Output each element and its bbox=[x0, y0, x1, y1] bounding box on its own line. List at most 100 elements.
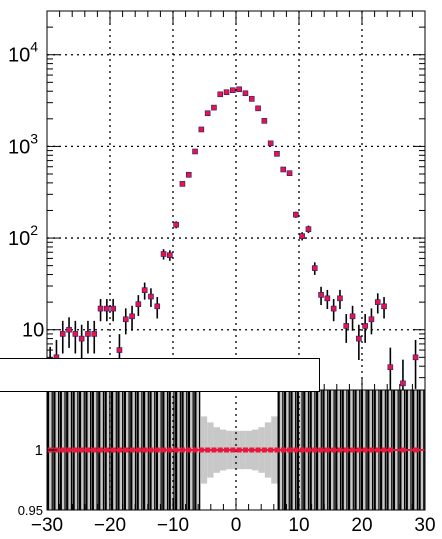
ratio-point bbox=[242, 447, 248, 453]
y-tick-label: 104 bbox=[8, 39, 38, 67]
data-point bbox=[91, 331, 98, 337]
ratio-points bbox=[47, 447, 425, 453]
data-point bbox=[381, 303, 387, 310]
data-point bbox=[59, 331, 66, 337]
data-point bbox=[236, 86, 242, 93]
data-point bbox=[362, 323, 368, 329]
ratio-point bbox=[337, 447, 343, 453]
data-point bbox=[66, 326, 72, 333]
main-frame bbox=[46, 10, 426, 391]
data-point bbox=[330, 305, 337, 312]
main-y-ticks bbox=[47, 10, 425, 379]
ratio-point bbox=[368, 447, 374, 453]
data-point bbox=[349, 313, 356, 320]
data-point bbox=[204, 110, 211, 117]
ratio-point bbox=[66, 447, 72, 453]
ratio-point bbox=[116, 447, 122, 453]
data-point bbox=[248, 96, 255, 102]
data-point bbox=[412, 354, 419, 361]
ratio-point bbox=[72, 447, 78, 453]
ratio-point bbox=[305, 447, 311, 453]
data-point bbox=[104, 305, 110, 312]
data-point bbox=[255, 105, 261, 112]
ratio-point bbox=[148, 447, 154, 453]
ratio-point bbox=[274, 447, 280, 453]
ratio-point bbox=[167, 447, 173, 453]
x-tick-labels: −30 −20 −10 0 10 20 30 bbox=[31, 515, 436, 536]
data-point bbox=[173, 221, 179, 228]
data-point bbox=[198, 126, 205, 133]
data-point bbox=[223, 89, 230, 96]
ratio-point bbox=[129, 447, 135, 453]
ratio-point bbox=[192, 447, 198, 453]
legend-box bbox=[0, 358, 320, 392]
ratio-point bbox=[293, 447, 299, 453]
x-tick-label: 30 bbox=[414, 515, 435, 536]
data-point bbox=[368, 316, 375, 323]
ratio-point bbox=[205, 447, 211, 453]
data-point bbox=[148, 293, 154, 300]
main-plot-panel: 10 102 103 104 bbox=[8, 10, 426, 391]
ratio-point bbox=[236, 447, 242, 453]
data-point bbox=[286, 170, 293, 177]
ratio-point bbox=[230, 447, 236, 453]
ratio-point bbox=[104, 447, 110, 453]
data-point bbox=[160, 251, 167, 257]
data-point bbox=[299, 233, 305, 239]
data-point bbox=[116, 347, 123, 353]
x-tick-label: −20 bbox=[94, 515, 126, 536]
ratio-point bbox=[299, 447, 305, 453]
data-point bbox=[343, 323, 350, 329]
data-point bbox=[400, 380, 406, 387]
data-point bbox=[267, 140, 274, 147]
data-point bbox=[242, 90, 249, 97]
y-tick-label: 10 bbox=[22, 320, 44, 342]
ratio-point bbox=[217, 447, 223, 453]
main-y-tick-labels: 10 102 103 104 bbox=[8, 39, 44, 342]
ratio-plot-panel: 0.95 1 −30 −20 −10 0 10 20 30 bbox=[18, 389, 436, 536]
ratio-y-tick-label: 0.95 bbox=[18, 503, 43, 518]
data-point bbox=[97, 305, 104, 312]
ratio-point bbox=[142, 447, 148, 453]
ratio-point bbox=[60, 447, 66, 453]
ratio-point bbox=[91, 447, 97, 453]
ratio-point bbox=[413, 447, 419, 453]
ratio-point bbox=[255, 447, 261, 453]
data-point bbox=[135, 301, 142, 307]
data-point bbox=[167, 252, 173, 259]
ratio-point bbox=[268, 447, 274, 453]
ratio-point bbox=[362, 447, 368, 453]
data-point bbox=[318, 292, 324, 298]
main-grid bbox=[47, 11, 425, 390]
data-point bbox=[85, 331, 91, 337]
data-point bbox=[387, 364, 394, 371]
data-point bbox=[179, 181, 186, 187]
data-point bbox=[280, 166, 287, 173]
ratio-point bbox=[381, 447, 387, 453]
ratio-point bbox=[312, 447, 318, 453]
ratio-point bbox=[331, 447, 337, 453]
data-point bbox=[293, 211, 299, 218]
ratio-point bbox=[186, 447, 192, 453]
ratio-point bbox=[324, 447, 330, 453]
ratio-point bbox=[173, 447, 179, 453]
ratio-point bbox=[280, 447, 286, 453]
ratio-point bbox=[135, 447, 141, 453]
ratio-point bbox=[211, 447, 217, 453]
data-point bbox=[261, 118, 268, 124]
ratio-point bbox=[224, 447, 230, 453]
x-tick-label: 10 bbox=[288, 515, 309, 536]
ratio-point bbox=[343, 447, 349, 453]
x-tick-label: −30 bbox=[31, 515, 63, 536]
ratio-point bbox=[154, 447, 160, 453]
ratio-point bbox=[179, 447, 185, 453]
ratio-point bbox=[261, 447, 267, 453]
data-point bbox=[211, 104, 217, 111]
data-point bbox=[324, 295, 331, 302]
data-point bbox=[356, 335, 362, 342]
data-point bbox=[311, 265, 318, 271]
data-point bbox=[337, 295, 343, 302]
y-tick-label: 102 bbox=[8, 222, 38, 250]
y-tick-label: 103 bbox=[8, 130, 38, 158]
